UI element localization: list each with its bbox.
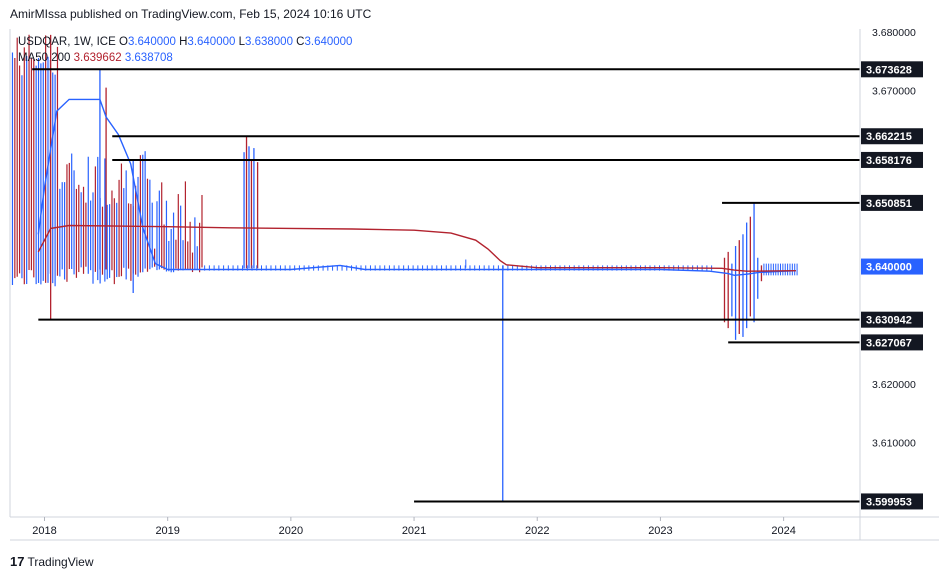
legend-ma-label: MA50 200 <box>18 52 71 64</box>
tradingview-footer: 17 TradingView <box>10 554 94 569</box>
y-tick-label: 3.680000 <box>872 27 916 39</box>
y-tick-label: 3.610000 <box>872 438 916 450</box>
legend-high: 3.640000 <box>187 36 236 48</box>
tradingview-logo-icon: 17 <box>10 554 25 569</box>
x-tick-label: 2023 <box>648 525 672 537</box>
y-tick-label: 3.620000 <box>872 379 916 391</box>
publish-header: AmirMIssa published on TradingView.com, … <box>10 7 372 21</box>
x-tick-label: 2022 <box>525 525 549 537</box>
level-label: 3.673628 <box>866 64 912 76</box>
legend-low-label: L <box>238 36 245 48</box>
legend-low: 3.638000 <box>245 36 293 48</box>
axes-group: 3.673628 3.662215 3.658176 3.650851 3.630942… <box>9 27 939 541</box>
level-label-bg <box>861 151 923 168</box>
legend-close: 3.640000 <box>304 36 353 48</box>
ma-legend: MA50 200 3.639662 3.638708 <box>18 52 173 64</box>
plot-group <box>11 34 860 503</box>
legend-open-label: O <box>118 36 128 48</box>
level-label-bg <box>861 311 923 328</box>
x-tick-label: 2018 <box>32 525 56 537</box>
legend-ma200: 3.638708 <box>124 52 173 64</box>
ohlc-legend: USDQAR, 1W, ICE O3.640000 H3.640000 L3.6… <box>18 36 352 48</box>
level-label-bg <box>861 61 923 78</box>
level-label-bg <box>861 334 923 351</box>
level-label: 3.658176 <box>866 155 912 167</box>
legend-symbol: USDQAR, 1W, ICE <box>18 36 116 48</box>
level-label: 3.662215 <box>866 131 912 143</box>
legend-close-label: C <box>296 36 305 48</box>
footer-brand: TradingView <box>27 555 94 569</box>
x-tick-label: 2020 <box>279 525 303 537</box>
x-tick-label: 2019 <box>155 525 179 537</box>
level-label: 3.627067 <box>866 337 912 349</box>
level-label-bg <box>861 493 923 510</box>
level-label: 3.630942 <box>866 315 912 327</box>
level-label-bg <box>861 128 923 145</box>
level-label: 3.650851 <box>866 198 912 210</box>
level-label: 3.599953 <box>866 496 912 508</box>
x-tick-label: 2021 <box>402 525 426 537</box>
y-tick-label: 3.670000 <box>872 86 916 98</box>
legend-ma50: 3.639662 <box>73 52 122 64</box>
series-line-ma200 <box>37 224 796 272</box>
x-tick-label: 2024 <box>771 525 795 537</box>
last-price-label: 3.640000 <box>866 262 912 274</box>
legend-high-label: H <box>179 36 188 48</box>
series-line-ma50 <box>37 98 796 277</box>
legend-open: 3.640000 <box>127 36 176 48</box>
level-label-bg <box>861 194 923 211</box>
last-price-label-bg <box>861 258 923 275</box>
